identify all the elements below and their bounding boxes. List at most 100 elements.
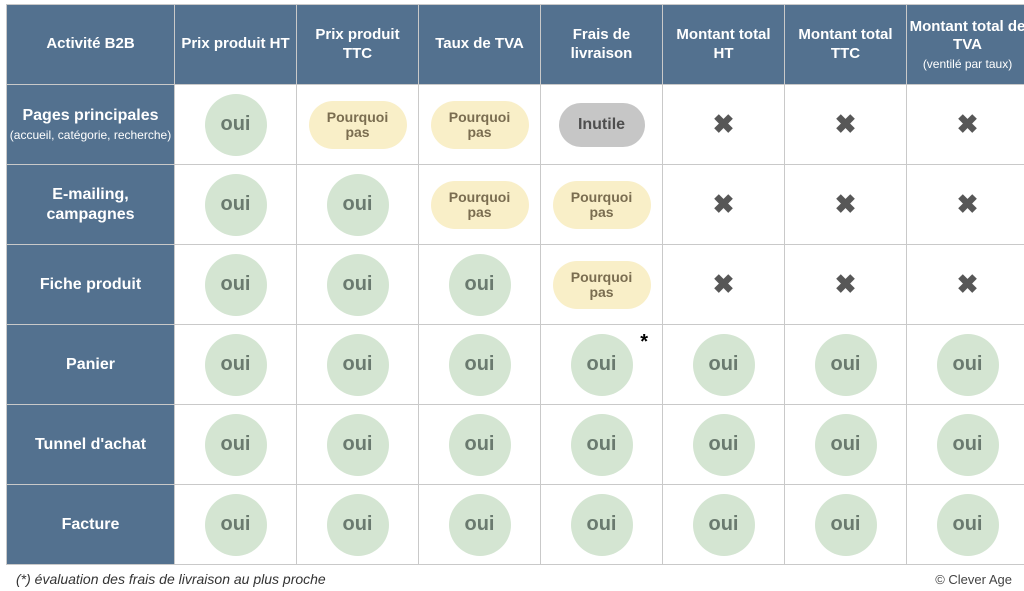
table-row: Panierouiouiouioui*ouiouioui <box>7 325 1024 405</box>
badge-oui: oui <box>571 414 633 476</box>
cross-icon: ✖ <box>713 189 735 219</box>
col2-title: Prix produit TTC <box>315 26 399 62</box>
badge-maybe: Pourquoipas <box>553 181 651 229</box>
badge-oui: oui <box>205 414 267 476</box>
row-label: Facture <box>62 516 120 533</box>
badge-oui: oui <box>693 334 755 396</box>
col3-title: Taux de TVA <box>435 35 524 52</box>
maybe-line1: Pourquoi <box>571 270 632 285</box>
badge-oui: oui <box>693 414 755 476</box>
table-cell: oui <box>297 485 419 565</box>
maybe-line2: pas <box>467 205 491 220</box>
table-cell: oui <box>785 325 907 405</box>
table-cell: oui <box>419 245 541 325</box>
row-label: Panier <box>66 356 115 373</box>
table-cell: oui <box>175 245 297 325</box>
maybe-line2: pas <box>589 205 613 220</box>
header-col-1: Prix produit HT <box>175 5 297 85</box>
table-cell: Pourquoipas <box>419 85 541 165</box>
table-cell: oui <box>175 485 297 565</box>
header-corner: Activité B2B <box>7 5 175 85</box>
badge-oui: oui <box>327 494 389 556</box>
col7-sub: (ventilé par taux) <box>909 57 1024 71</box>
badge-oui: oui <box>327 174 389 236</box>
row-header: E-mailing, campagnes <box>7 165 175 245</box>
badge-oui: oui <box>449 334 511 396</box>
table-cell: oui <box>297 165 419 245</box>
table-cell: oui <box>419 325 541 405</box>
col7-title: Montant total de TVA <box>910 18 1024 54</box>
table-cell: Pourquoipas <box>541 245 663 325</box>
table-cell: oui <box>907 405 1024 485</box>
cross-icon: ✖ <box>713 109 735 139</box>
badge-oui: oui <box>571 494 633 556</box>
header-col-4: Frais de livraison <box>541 5 663 85</box>
table-cell: Inutile <box>541 85 663 165</box>
cross-icon: ✖ <box>957 109 979 139</box>
table-cell: ✖ <box>785 245 907 325</box>
badge-oui: oui <box>815 334 877 396</box>
col0-title: Activité B2B <box>46 35 134 52</box>
table-cell: ✖ <box>663 245 785 325</box>
badge-oui: oui <box>937 494 999 556</box>
badge-useless: Inutile <box>559 103 645 147</box>
row-header: Fiche produit <box>7 245 175 325</box>
table-row: Factureouiouiouiouiouiouioui <box>7 485 1024 565</box>
table-cell: Pourquoipas <box>297 85 419 165</box>
badge-oui: oui <box>449 414 511 476</box>
maybe-line2: pas <box>467 125 491 140</box>
cross-icon: ✖ <box>835 189 857 219</box>
table-cell: oui <box>541 405 663 485</box>
table-row: Fiche produitouiouiouiPourquoipas✖✖✖ <box>7 245 1024 325</box>
table-cell: Pourquoipas <box>541 165 663 245</box>
table-cell: oui <box>297 325 419 405</box>
badge-maybe: Pourquoipas <box>431 101 529 149</box>
row-label: Pages principales <box>22 107 158 124</box>
table-cell: ✖ <box>907 165 1024 245</box>
cross-icon: ✖ <box>713 269 735 299</box>
header-col-5: Montant total HT <box>663 5 785 85</box>
table-cell: ✖ <box>785 85 907 165</box>
table-cell: oui <box>297 405 419 485</box>
header-col-2: Prix produit TTC <box>297 5 419 85</box>
row-header: Panier <box>7 325 175 405</box>
header-col-6: Montant total TTC <box>785 5 907 85</box>
asterisk-icon: * <box>640 331 648 354</box>
table-cell: oui <box>663 405 785 485</box>
table-cell: ✖ <box>663 85 785 165</box>
table-cell: oui <box>419 405 541 485</box>
table-cell: oui <box>785 405 907 485</box>
badge-oui: oui <box>205 494 267 556</box>
row-header: Tunnel d'achat <box>7 405 175 485</box>
footnote: (*) évaluation des frais de livraison au… <box>16 571 326 587</box>
maybe-line1: Pourquoi <box>327 110 388 125</box>
col6-title: Montant total TTC <box>798 26 892 62</box>
badge-oui: oui <box>449 494 511 556</box>
table-cell: ✖ <box>785 165 907 245</box>
row-sublabel: (accueil, catégorie, recherche) <box>9 128 172 142</box>
badge-oui: oui <box>327 334 389 396</box>
table-cell: ✖ <box>663 165 785 245</box>
table-cell: Pourquoipas <box>419 165 541 245</box>
cross-icon: ✖ <box>835 109 857 139</box>
row-label: Fiche produit <box>40 276 141 293</box>
table-row: Tunnel d'achatouiouiouiouiouiouioui <box>7 405 1024 485</box>
credit: © Clever Age <box>935 572 1012 587</box>
header-col-7: Montant total de TVA (ventilé par taux) <box>907 5 1024 85</box>
badge-oui: oui <box>937 414 999 476</box>
badge-oui: oui <box>327 254 389 316</box>
row-header: Facture <box>7 485 175 565</box>
cross-icon: ✖ <box>957 189 979 219</box>
maybe-line1: Pourquoi <box>449 190 510 205</box>
table-cell: oui <box>175 85 297 165</box>
table-cell: oui <box>907 325 1024 405</box>
cross-icon: ✖ <box>835 269 857 299</box>
badge-oui: oui <box>205 94 267 156</box>
badge-maybe: Pourquoipas <box>431 181 529 229</box>
b2b-pricing-table: Activité B2B Prix produit HT Prix produi… <box>6 4 1024 565</box>
table-cell: oui <box>785 485 907 565</box>
table-cell: ✖ <box>907 85 1024 165</box>
badge-oui: oui <box>815 414 877 476</box>
col5-title: Montant total HT <box>676 26 770 62</box>
maybe-line1: Pourquoi <box>571 190 632 205</box>
